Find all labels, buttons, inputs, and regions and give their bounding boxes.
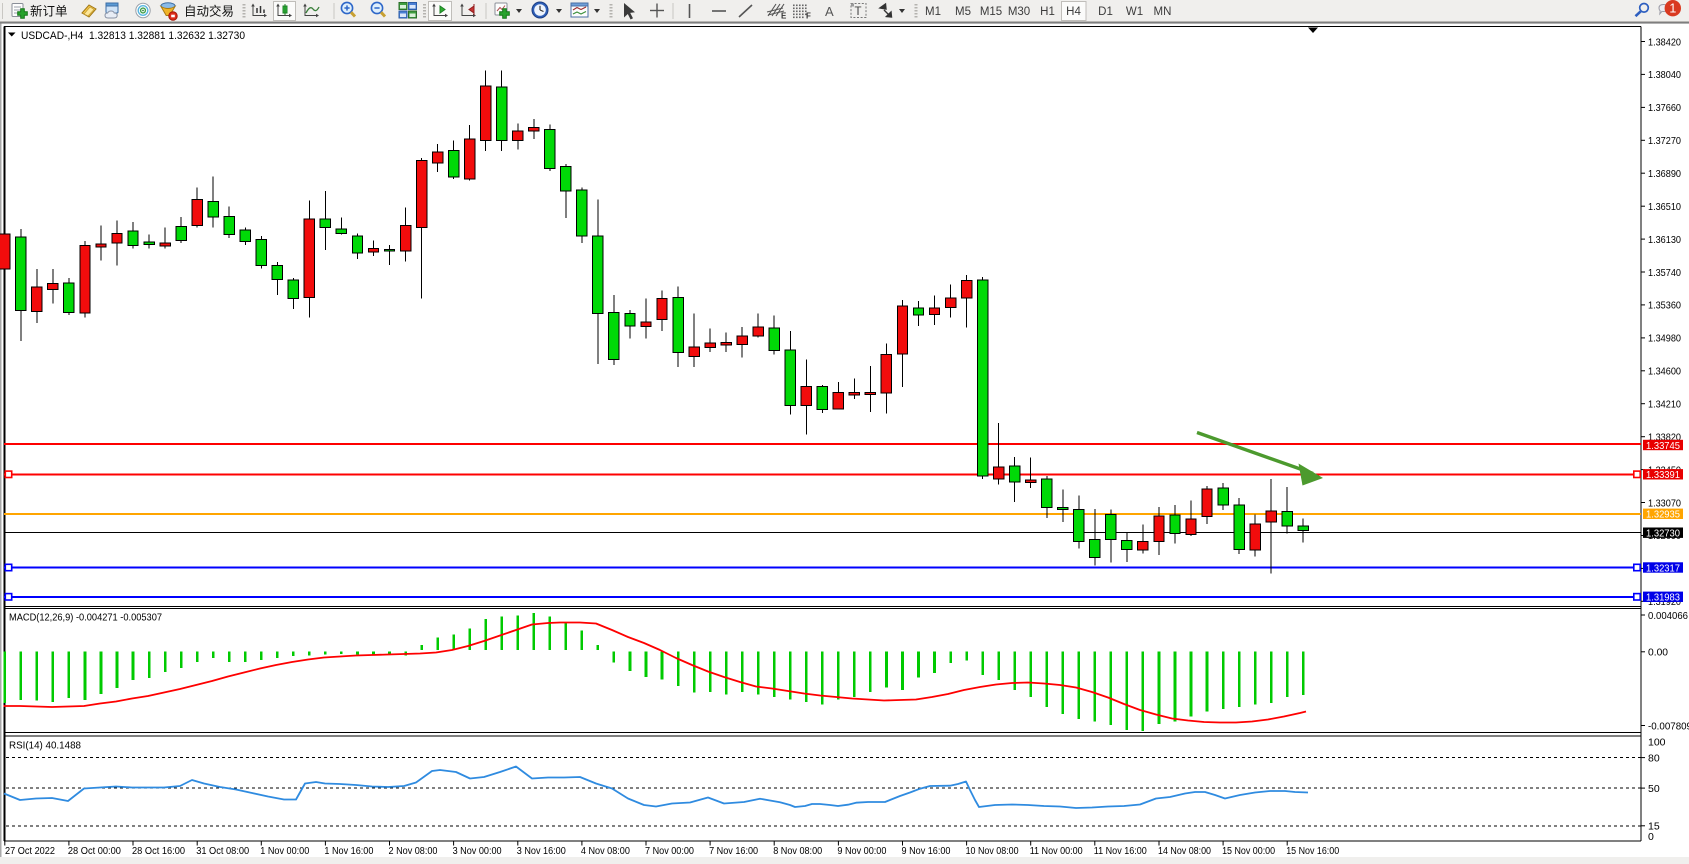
svg-text:2 Nov 08:00: 2 Nov 08:00 (389, 846, 438, 857)
svg-text:USDCAD-,H4 1.32813 1.32881 1.: USDCAD-,H4 1.32813 1.32881 1.32632 1.327… (21, 30, 245, 42)
svg-text:H1: H1 (1040, 6, 1055, 18)
svg-text:31 Oct 08:00: 31 Oct 08:00 (196, 846, 249, 857)
svg-text:1.34980: 1.34980 (1648, 333, 1681, 345)
svg-text:28 Oct 00:00: 28 Oct 00:00 (68, 846, 121, 857)
svg-text:1.32317: 1.32317 (1646, 562, 1680, 574)
svg-text:M30: M30 (1008, 6, 1030, 18)
svg-text:1.31983: 1.31983 (1646, 592, 1680, 604)
svg-text:8 Nov 08:00: 8 Nov 08:00 (773, 846, 822, 857)
svg-text:T: T (855, 6, 862, 18)
svg-text:100: 100 (1648, 736, 1666, 748)
svg-text:M15: M15 (980, 6, 1002, 18)
svg-text:1: 1 (1669, 2, 1676, 16)
svg-text:27 Oct 2022: 27 Oct 2022 (5, 846, 55, 857)
svg-text:1.36130: 1.36130 (1648, 234, 1681, 246)
svg-text:11 Nov 16:00: 11 Nov 16:00 (1094, 846, 1147, 857)
svg-text:W1: W1 (1126, 6, 1143, 18)
svg-text:15 Nov 00:00: 15 Nov 00:00 (1222, 846, 1275, 857)
svg-text:E: E (781, 12, 787, 21)
svg-text:9 Nov 16:00: 9 Nov 16:00 (902, 846, 951, 857)
svg-text:M1: M1 (925, 6, 941, 18)
svg-text:15: 15 (1648, 821, 1660, 833)
svg-text:9 Nov 00:00: 9 Nov 00:00 (837, 846, 886, 857)
svg-text:1.35740: 1.35740 (1648, 267, 1681, 279)
svg-text:1.37270: 1.37270 (1648, 135, 1681, 147)
svg-text:1.36510: 1.36510 (1648, 201, 1681, 213)
svg-text:MACD(12,26,9) -0.004271 -0.005: MACD(12,26,9) -0.004271 -0.005307 (9, 612, 162, 624)
svg-text:0.00: 0.00 (1648, 647, 1668, 659)
svg-text:0.004066: 0.004066 (1648, 610, 1688, 622)
svg-text:1.33070: 1.33070 (1648, 497, 1681, 509)
svg-text:1.36890: 1.36890 (1648, 168, 1681, 180)
svg-text:M5: M5 (955, 6, 971, 18)
svg-text:1.33745: 1.33745 (1646, 440, 1680, 452)
svg-text:D1: D1 (1098, 6, 1113, 18)
svg-text:3 Nov 16:00: 3 Nov 16:00 (517, 846, 566, 857)
svg-text:A: A (825, 4, 834, 19)
svg-text:MN: MN (1154, 6, 1172, 18)
svg-text:0: 0 (1648, 831, 1654, 843)
svg-text:1.38420: 1.38420 (1648, 36, 1681, 48)
svg-text:1.37660: 1.37660 (1648, 102, 1681, 114)
svg-text:1.32730: 1.32730 (1646, 528, 1680, 540)
svg-text:10 Nov 08:00: 10 Nov 08:00 (966, 846, 1019, 857)
svg-text:50: 50 (1648, 783, 1660, 795)
svg-text:28 Oct 16:00: 28 Oct 16:00 (132, 846, 185, 857)
svg-text:1.35360: 1.35360 (1648, 300, 1681, 312)
svg-text:1.34210: 1.34210 (1648, 399, 1681, 411)
svg-text:RSI(14) 40.1488: RSI(14) 40.1488 (9, 740, 81, 752)
svg-text:1 Nov 00:00: 1 Nov 00:00 (260, 846, 309, 857)
svg-text:H4: H4 (1066, 6, 1081, 18)
svg-text:3 Nov 00:00: 3 Nov 00:00 (453, 846, 502, 857)
svg-text:14 Nov 08:00: 14 Nov 08:00 (1158, 846, 1211, 857)
svg-text:80: 80 (1648, 752, 1660, 764)
svg-text:自动交易: 自动交易 (184, 4, 234, 19)
svg-text:-0.007809: -0.007809 (1648, 720, 1689, 732)
svg-text:1 Nov 16:00: 1 Nov 16:00 (324, 846, 373, 857)
svg-text:1.33391: 1.33391 (1646, 469, 1680, 481)
svg-text:15 Nov 16:00: 15 Nov 16:00 (1286, 846, 1339, 857)
svg-text:1.34600: 1.34600 (1648, 366, 1681, 378)
svg-text:4 Nov 08:00: 4 Nov 08:00 (581, 846, 630, 857)
svg-text:1.32935: 1.32935 (1646, 509, 1680, 521)
svg-text:11 Nov 00:00: 11 Nov 00:00 (1030, 846, 1083, 857)
svg-text:F: F (806, 12, 811, 21)
svg-text:1.38040: 1.38040 (1648, 69, 1681, 81)
svg-text:7 Nov 16:00: 7 Nov 16:00 (709, 846, 758, 857)
svg-text:7 Nov 00:00: 7 Nov 00:00 (645, 846, 694, 857)
svg-text:新订单: 新订单 (30, 4, 68, 19)
